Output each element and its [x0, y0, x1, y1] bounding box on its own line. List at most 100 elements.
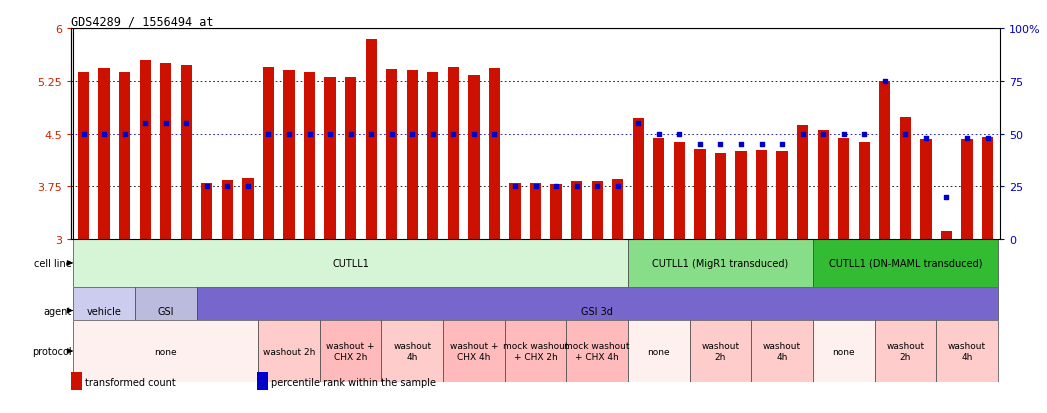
- Bar: [592, 182, 603, 240]
- Point: [486, 131, 503, 138]
- Text: mock washout
+ CHX 4h: mock washout + CHX 4h: [564, 342, 630, 361]
- Text: CUTLL1: CUTLL1: [332, 258, 369, 268]
- Point: [795, 131, 811, 138]
- Point: [876, 78, 893, 85]
- Bar: [197, 287, 998, 335]
- Point: [281, 131, 297, 138]
- Text: mock washout
+ CHX 2h: mock washout + CHX 2h: [503, 342, 569, 361]
- Text: cell line: cell line: [34, 258, 71, 268]
- Bar: [920, 140, 932, 240]
- Point: [321, 131, 338, 138]
- Text: GDS4289 / 1556494_at: GDS4289 / 1556494_at: [71, 15, 214, 28]
- Point: [712, 142, 729, 148]
- Point: [733, 142, 750, 148]
- Point: [219, 183, 236, 190]
- Point: [240, 183, 257, 190]
- Bar: [936, 320, 998, 382]
- Point: [507, 183, 524, 190]
- Point: [75, 131, 92, 138]
- Point: [178, 121, 195, 127]
- Bar: [319, 320, 381, 382]
- Point: [588, 183, 605, 190]
- Bar: [73, 287, 135, 335]
- Bar: [201, 183, 213, 240]
- Bar: [257, 372, 268, 390]
- Point: [815, 131, 831, 138]
- Point: [569, 183, 585, 190]
- Bar: [735, 152, 747, 240]
- Bar: [386, 70, 398, 240]
- Point: [302, 131, 318, 138]
- Point: [774, 142, 790, 148]
- Bar: [263, 68, 274, 240]
- Bar: [98, 69, 110, 240]
- Bar: [530, 183, 541, 240]
- Bar: [505, 320, 566, 382]
- Point: [260, 131, 276, 138]
- Text: percentile rank within the sample: percentile rank within the sample: [271, 377, 436, 387]
- Bar: [566, 320, 628, 382]
- Text: washout
2h: washout 2h: [887, 342, 925, 361]
- Bar: [406, 71, 418, 240]
- Point: [424, 131, 441, 138]
- Text: washout +
CHX 4h: washout + CHX 4h: [449, 342, 498, 361]
- Bar: [489, 69, 500, 240]
- Bar: [752, 320, 812, 382]
- Bar: [139, 61, 151, 240]
- Text: GSI: GSI: [157, 306, 174, 316]
- Bar: [812, 240, 998, 287]
- Point: [917, 135, 934, 142]
- Text: agent: agent: [43, 306, 71, 316]
- Bar: [838, 138, 849, 240]
- Text: none: none: [647, 347, 670, 356]
- Bar: [812, 320, 874, 382]
- Text: washout
4h: washout 4h: [948, 342, 986, 361]
- Text: none: none: [154, 347, 177, 356]
- Text: CUTLL1 (DN-MAML transduced): CUTLL1 (DN-MAML transduced): [828, 258, 982, 268]
- Bar: [73, 240, 628, 287]
- Text: CUTLL1 (MigR1 transduced): CUTLL1 (MigR1 transduced): [652, 258, 788, 268]
- Text: washout
4h: washout 4h: [394, 342, 431, 361]
- Bar: [325, 78, 336, 240]
- Text: washout 2h: washout 2h: [263, 347, 315, 356]
- Bar: [756, 151, 767, 240]
- Bar: [242, 178, 253, 240]
- Bar: [119, 72, 130, 240]
- Bar: [961, 140, 973, 240]
- Bar: [777, 152, 787, 240]
- Bar: [448, 68, 459, 240]
- Point: [897, 131, 914, 138]
- Point: [445, 131, 462, 138]
- Bar: [797, 126, 808, 240]
- Point: [383, 131, 400, 138]
- Point: [855, 131, 872, 138]
- Bar: [71, 372, 83, 390]
- Bar: [180, 65, 192, 240]
- Bar: [694, 150, 706, 240]
- Bar: [509, 183, 520, 240]
- Bar: [941, 231, 952, 240]
- Point: [199, 183, 216, 190]
- Bar: [982, 138, 994, 240]
- Point: [116, 131, 133, 138]
- Bar: [612, 180, 623, 240]
- Bar: [632, 119, 644, 240]
- Bar: [628, 320, 690, 382]
- Bar: [879, 82, 891, 240]
- Bar: [73, 320, 259, 382]
- Text: washout
2h: washout 2h: [701, 342, 739, 361]
- Point: [753, 142, 770, 148]
- Point: [938, 194, 955, 201]
- Bar: [344, 77, 356, 240]
- Bar: [715, 153, 727, 240]
- Text: none: none: [832, 347, 855, 356]
- Bar: [222, 180, 233, 240]
- Text: protocol: protocol: [32, 346, 71, 356]
- Bar: [443, 320, 505, 382]
- Point: [548, 183, 564, 190]
- Text: washout +
CHX 2h: washout + CHX 2h: [327, 342, 375, 361]
- Text: vehicle: vehicle: [87, 306, 121, 316]
- Bar: [160, 64, 172, 240]
- Point: [528, 183, 544, 190]
- Bar: [259, 320, 319, 382]
